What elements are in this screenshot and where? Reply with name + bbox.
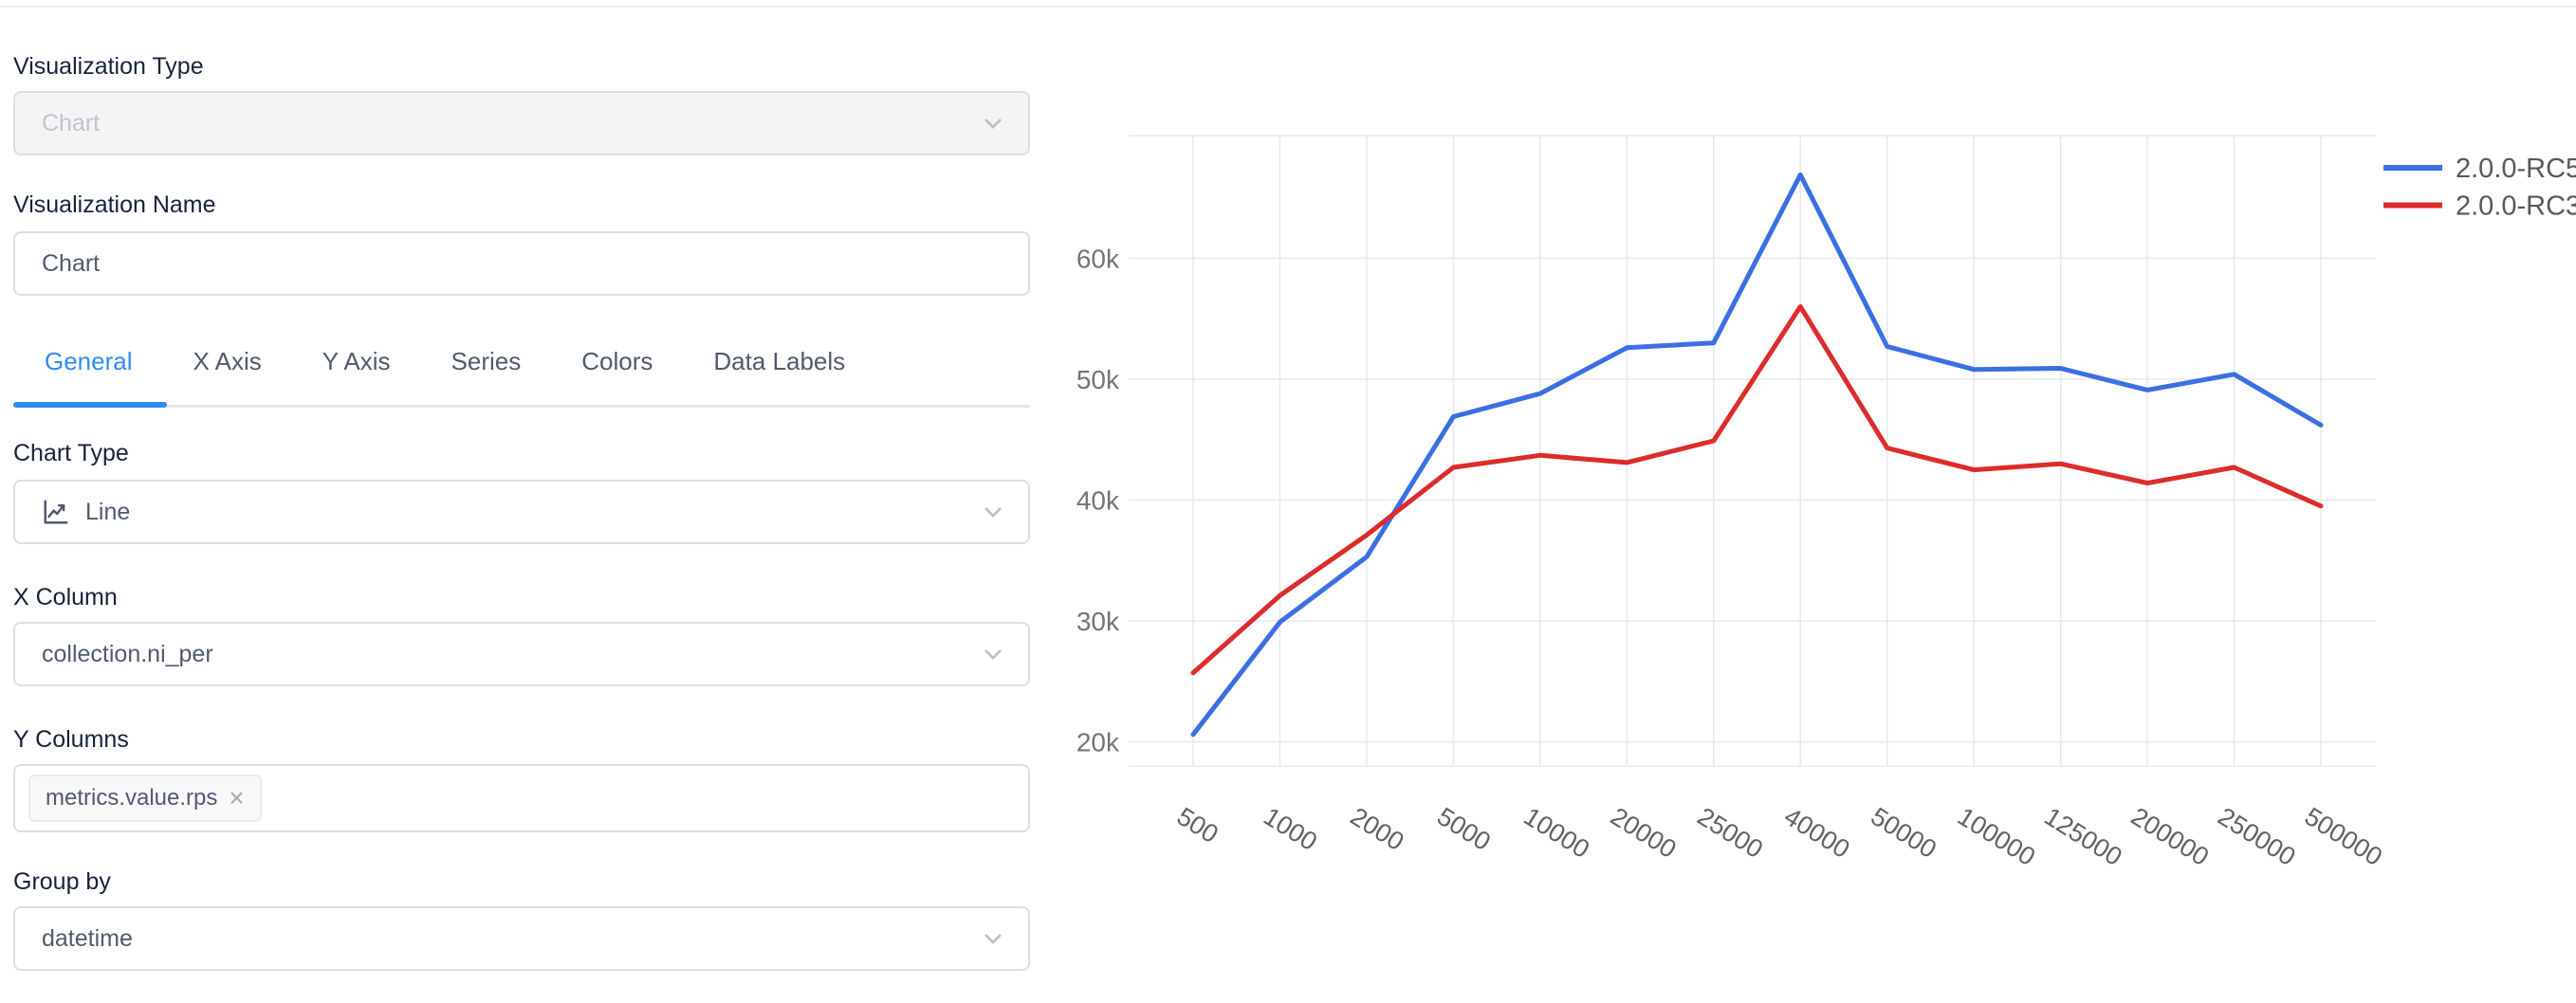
x-tick-label: 25000 <box>1692 802 1768 864</box>
tab-colors[interactable]: Colors <box>581 347 653 375</box>
visualization-name-input[interactable]: Chart <box>13 231 1030 296</box>
tab-series[interactable]: Series <box>451 347 522 375</box>
x-tick-label: 20000 <box>1606 802 1682 864</box>
top-divider <box>0 6 2576 8</box>
series-line-2.0.0-RC5 <box>1190 172 2324 738</box>
y-columns-multiselect[interactable]: metrics.value.rps × <box>13 764 1030 832</box>
x-tick-label: 50000 <box>1866 802 1941 864</box>
active-tab-indicator <box>13 402 167 408</box>
x-tick-label: 10000 <box>1518 802 1594 864</box>
legend-label: 2.0.0-RC3 <box>2456 191 2576 222</box>
tab-data-labels[interactable]: Data Labels <box>713 347 846 375</box>
x-tick-label: 500 <box>1172 802 1224 848</box>
tab-x-axis[interactable]: X Axis <box>193 347 262 375</box>
x-column-value: collection.ni_per <box>42 640 213 667</box>
y-tick-label: 20k <box>1076 727 1120 757</box>
x-tick-label: 2000 <box>1346 802 1409 856</box>
visualization-type-value: Chart <box>42 109 101 137</box>
visualization-type-label: Visualization Type <box>13 53 204 80</box>
chart-type-value: Line <box>85 498 131 525</box>
chart-type-select[interactable]: Line <box>13 480 1030 544</box>
tab-underline <box>13 405 1030 408</box>
x-tick-label: 200000 <box>2126 802 2214 871</box>
x-tick-label: 100000 <box>1953 802 2040 871</box>
visualization-type-select[interactable]: Chart <box>13 91 1030 155</box>
legend-label: 2.0.0-RC5 <box>2456 154 2576 184</box>
series-line-2.0.0-RC3 <box>1190 303 2324 676</box>
tab-general[interactable]: General <box>45 347 133 375</box>
group-by-label: Group by <box>13 868 111 895</box>
visualization-name-label: Visualization Name <box>13 191 216 218</box>
x-tick-label: 125000 <box>2039 802 2126 871</box>
x-column-select[interactable]: collection.ni_per <box>13 622 1030 686</box>
x-tick-label: 1000 <box>1259 802 1322 856</box>
y-tick-label: 60k <box>1076 244 1120 273</box>
chevron-down-icon <box>979 109 1007 137</box>
y-column-tag-text: metrics.value.rps <box>46 785 218 811</box>
chevron-down-icon <box>979 498 1007 526</box>
settings-tabs: General X Axis Y Axis Series Colors Data… <box>13 347 1030 413</box>
x-tick-label: 40000 <box>1779 802 1855 864</box>
chart-type-label: Chart Type <box>13 440 129 466</box>
x-tick-label: 250000 <box>2213 802 2300 871</box>
y-columns-label: Y Columns <box>13 726 129 753</box>
x-column-label: X Column <box>13 584 118 611</box>
group-by-value: datetime <box>42 924 133 952</box>
y-tick-label: 30k <box>1076 607 1120 636</box>
group-by-select[interactable]: datetime <box>13 906 1030 971</box>
y-tick-label: 50k <box>1076 365 1120 394</box>
y-column-tag: metrics.value.rps × <box>28 775 262 822</box>
tab-y-axis[interactable]: Y Axis <box>322 347 391 375</box>
x-tick-label: 500000 <box>2300 802 2387 871</box>
line-chart-icon <box>42 498 70 526</box>
visualization-name-value: Chart <box>42 249 101 277</box>
chevron-down-icon <box>979 640 1007 668</box>
remove-tag-icon[interactable]: × <box>229 783 245 812</box>
y-tick-label: 40k <box>1076 485 1120 515</box>
chevron-down-icon <box>979 924 1007 953</box>
x-tick-label: 5000 <box>1432 802 1496 856</box>
